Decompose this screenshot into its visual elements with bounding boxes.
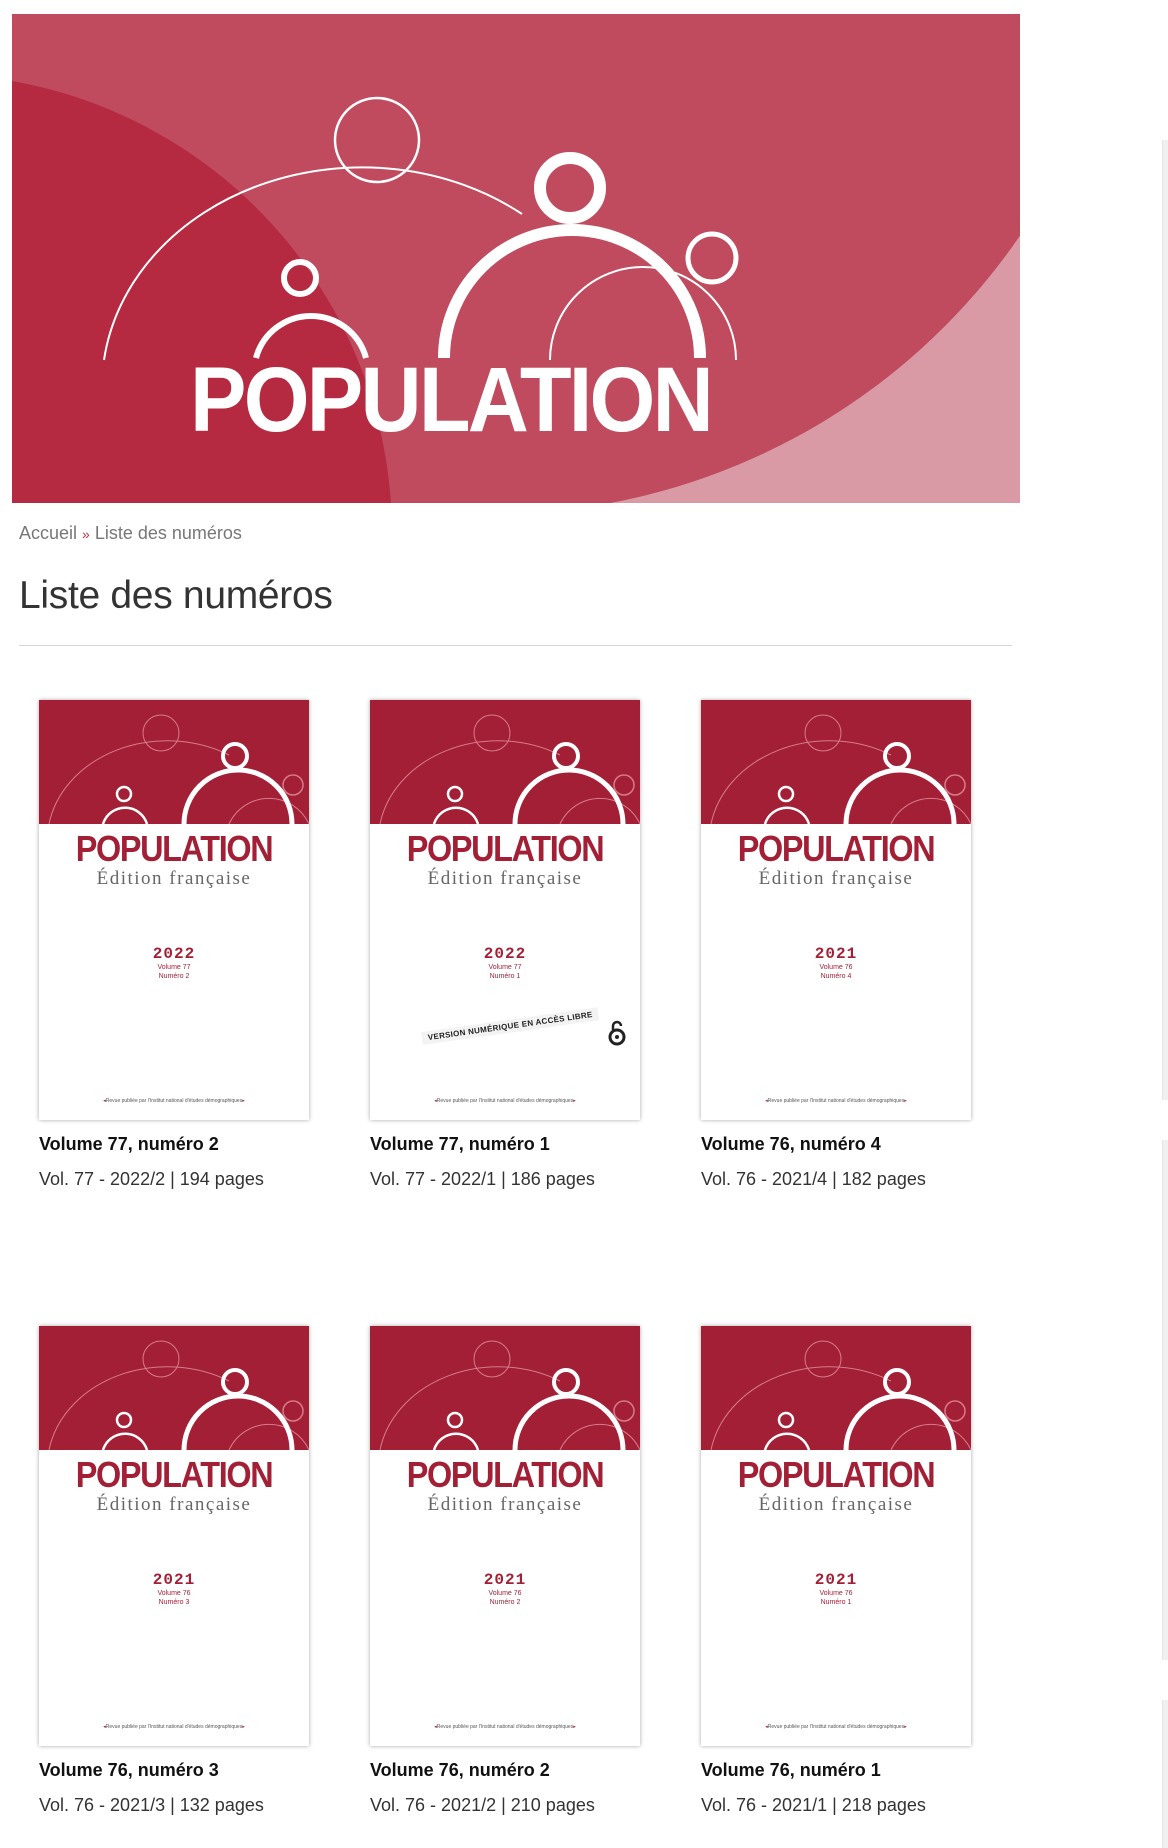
issue-card: POPULATION Édition française 2021 Volume 76… xyxy=(39,1326,359,1816)
issue-cover[interactable]: POPULATION Édition française 2022 Volume 77… xyxy=(370,700,640,1120)
cover-circles-graphic xyxy=(710,714,971,824)
issue-meta: Vol. 76 - 2021/1 | 218 pages xyxy=(701,1795,926,1815)
issue-title-link[interactable]: Volume 76, numéro 2 xyxy=(370,1760,550,1780)
breadcrumb: Accueil» Liste des numéros xyxy=(19,523,242,544)
cover-circles-graphic xyxy=(48,1340,309,1450)
issue-title-link[interactable]: Volume 77, numéro 2 xyxy=(39,1134,219,1154)
cover-year: 2021 xyxy=(152,1571,196,1589)
issue-cover[interactable]: POPULATION Édition française 2021 Volume 76… xyxy=(370,1326,640,1746)
cover-volume: Volume 77 xyxy=(157,964,191,971)
cover-year: 2021 xyxy=(814,1571,858,1589)
cover-volume: Volume 76 xyxy=(488,1590,522,1597)
issue-meta: Vol. 76 - 2021/3 | 132 pages xyxy=(39,1795,264,1815)
issue-meta: Vol. 76 - 2021/2 | 210 pages xyxy=(370,1795,595,1815)
cover-footer-text: Revue publiée par l'Institut national d'… xyxy=(105,1724,243,1730)
cover-circles-graphic xyxy=(379,1340,640,1450)
cover-number: Numéro 1 xyxy=(489,973,521,980)
cover-footer: ◂Revue publiée par l'Institut national d… xyxy=(765,1098,907,1104)
banner-graphic xyxy=(12,14,1020,503)
open-access-badge: VERSION NUMÉRIQUE EN ACCÈS LIBRE xyxy=(421,1007,600,1045)
cover-edition: Édition française xyxy=(758,1494,914,1515)
title-divider xyxy=(19,645,1012,646)
cover-year: 2021 xyxy=(483,1571,527,1589)
cover-edition: Édition française xyxy=(427,868,583,889)
issue-card: POPULATION Édition française 2022 Volume 77… xyxy=(370,700,690,1190)
cover-edition: Édition française xyxy=(96,868,252,889)
issue-cover[interactable]: POPULATION Édition française 2021 Volume 76… xyxy=(701,1326,971,1746)
issue-meta: Vol. 76 - 2021/4 | 182 pages xyxy=(701,1169,926,1189)
cover-footer: ◂Revue publiée par l'Institut national d… xyxy=(765,1724,907,1730)
issue-meta: Vol. 77 - 2022/2 | 194 pages xyxy=(39,1169,264,1189)
issue-meta: Vol. 77 - 2022/1 | 186 pages xyxy=(370,1169,595,1189)
cover-footer-text: Revue publiée par l'Institut national d'… xyxy=(767,1724,905,1730)
cover-footer-text: Revue publiée par l'Institut national d'… xyxy=(436,1098,574,1104)
scrollbar-track[interactable] xyxy=(1158,0,1168,1848)
breadcrumb-current: Liste des numéros xyxy=(94,523,242,543)
cover-circles-graphic xyxy=(710,1340,971,1450)
cover-band xyxy=(370,1326,640,1450)
cover-volume: Volume 76 xyxy=(157,1590,191,1597)
cover-year: 2022 xyxy=(483,945,527,963)
cover-title: POPULATION xyxy=(406,828,605,869)
cover-footer: ◂Revue publiée par l'Institut national d… xyxy=(434,1724,576,1730)
cover-number: Numéro 4 xyxy=(820,973,852,980)
cover-number: Numéro 1 xyxy=(820,1599,852,1606)
cover-footer-text: Revue publiée par l'Institut national d'… xyxy=(767,1098,905,1104)
page-title: Liste des numéros xyxy=(19,574,333,617)
issue-title-link[interactable]: Volume 76, numéro 1 xyxy=(701,1760,881,1780)
cover-title: POPULATION xyxy=(75,1454,274,1495)
cover-number: Numéro 2 xyxy=(158,973,190,980)
issue-title-link[interactable]: Volume 76, numéro 4 xyxy=(701,1134,881,1154)
cover-footer: ◂Revue publiée par l'Institut national d… xyxy=(103,1098,245,1104)
cover-title: POPULATION xyxy=(75,828,274,869)
cover-circles-graphic xyxy=(48,714,309,824)
cover-footer: ◂Revue publiée par l'Institut national d… xyxy=(434,1098,576,1104)
cover-band xyxy=(370,700,640,824)
cover-title: POPULATION xyxy=(737,1454,936,1495)
issue-card: POPULATION Édition française 2021 Volume 76… xyxy=(701,700,1021,1190)
cover-volume: Volume 76 xyxy=(819,1590,853,1597)
cover-title: POPULATION xyxy=(737,828,936,869)
cover-number: Numéro 3 xyxy=(158,1599,190,1606)
cover-volume: Volume 76 xyxy=(819,964,853,971)
cover-edition: Édition française xyxy=(96,1494,252,1515)
cover-band xyxy=(39,700,309,824)
issue-cover[interactable]: POPULATION Édition française 2021 Volume 76… xyxy=(39,1326,309,1746)
issue-cover[interactable]: POPULATION Édition française 2022 Volume 77… xyxy=(39,700,309,1120)
cover-band xyxy=(701,700,971,824)
cover-edition: Édition française xyxy=(427,1494,583,1515)
cover-circles-graphic xyxy=(379,714,640,824)
cover-number: Numéro 2 xyxy=(489,1599,521,1606)
cover-title: POPULATION xyxy=(406,1454,605,1495)
issue-title-link[interactable]: Volume 77, numéro 1 xyxy=(370,1134,550,1154)
cover-band xyxy=(701,1326,971,1450)
breadcrumb-home-link[interactable]: Accueil xyxy=(19,523,78,543)
open-lock-icon xyxy=(608,1020,626,1046)
cover-year: 2022 xyxy=(152,945,196,963)
issue-card: POPULATION Édition française 2021 Volume 76… xyxy=(701,1326,1021,1816)
cover-footer: ◂Revue publiée par l'Institut national d… xyxy=(103,1724,245,1730)
issue-card: POPULATION Édition française 2022 Volume 77… xyxy=(39,700,359,1190)
cover-year: 2021 xyxy=(814,945,858,963)
issue-cover[interactable]: POPULATION Édition française 2021 Volume 76… xyxy=(701,700,971,1120)
header-banner: POPULATION xyxy=(12,14,1020,503)
cover-footer-text: Revue publiée par l'Institut national d'… xyxy=(436,1724,574,1730)
cover-band xyxy=(39,1326,309,1450)
cover-volume: Volume 77 xyxy=(488,964,522,971)
issue-card: POPULATION Édition française 2021 Volume 76… xyxy=(370,1326,690,1816)
banner-title: POPULATION xyxy=(190,349,714,451)
breadcrumb-separator: » xyxy=(82,526,90,542)
cover-footer-text: Revue publiée par l'Institut national d'… xyxy=(105,1098,243,1104)
issue-title-link[interactable]: Volume 76, numéro 3 xyxy=(39,1760,219,1780)
cover-edition: Édition française xyxy=(758,868,914,889)
